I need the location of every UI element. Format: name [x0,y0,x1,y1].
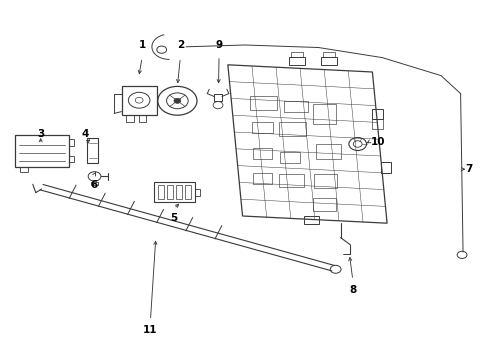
Text: 10: 10 [371,137,386,147]
Bar [167,185,173,199]
Bar [304,216,319,224]
Bar [122,86,157,115]
Bar [250,96,277,110]
Text: 1: 1 [139,40,146,50]
Bar [289,57,305,65]
Bar [372,119,383,129]
Bar [253,148,272,159]
Bar [185,185,191,199]
Bar [15,135,69,167]
Text: 3: 3 [37,129,44,139]
Bar [69,139,74,146]
Bar [284,101,308,112]
Bar [313,104,336,124]
Bar [279,174,304,187]
Bar [279,122,306,136]
Text: 8: 8 [349,285,356,295]
Bar [372,109,383,119]
Text: 11: 11 [143,325,158,335]
Bar [87,138,98,163]
Bar [176,185,182,199]
Text: 5: 5 [171,213,177,223]
Bar [253,173,272,184]
Text: 7: 7 [465,164,473,174]
Bar [323,52,335,57]
Bar [291,52,303,57]
Bar [252,122,273,133]
Bar [381,162,391,173]
Bar [154,182,195,202]
Bar [321,57,337,65]
Bar [280,152,300,163]
Bar [195,189,200,196]
Bar [158,185,164,199]
Bar [69,156,74,162]
Text: 9: 9 [216,40,222,50]
Bar [314,174,337,188]
Text: 4: 4 [81,129,89,139]
Circle shape [174,98,181,103]
Bar [316,144,341,159]
Bar [91,182,98,185]
Text: 6: 6 [91,180,98,190]
Bar [139,115,146,122]
Bar [214,94,222,101]
Bar [126,115,134,122]
Text: 2: 2 [177,40,184,50]
Bar [20,167,28,172]
Bar [313,198,336,211]
